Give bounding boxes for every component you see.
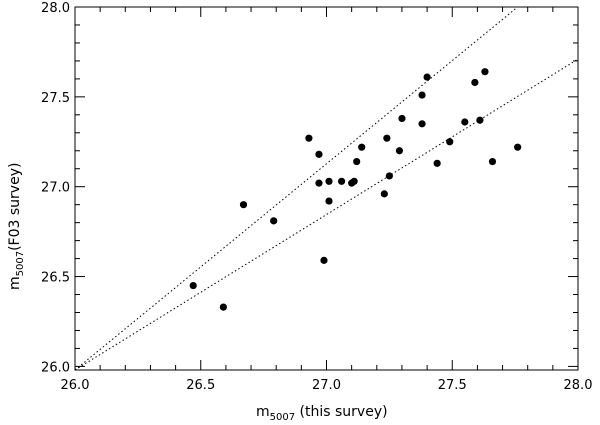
reference-line-1 — [74, 6, 518, 371]
x-tick-label: 27.0 — [312, 378, 341, 393]
plot-frame — [74, 6, 579, 371]
data-point — [418, 91, 426, 99]
data-point — [385, 172, 393, 180]
data-point — [481, 68, 489, 76]
data-point — [423, 73, 431, 81]
data-point — [380, 190, 388, 198]
tick-marks — [74, 6, 579, 370]
data-point — [418, 120, 426, 128]
data-point — [189, 281, 197, 290]
data-point — [395, 147, 404, 155]
data-point — [325, 197, 333, 205]
reference-lines — [74, 6, 579, 371]
data-point — [446, 138, 454, 146]
data-point — [305, 134, 313, 142]
data-points — [189, 68, 522, 311]
data-point — [315, 150, 323, 158]
x-tick-label: 28.0 — [564, 378, 593, 393]
y-tick-label: 27.5 — [41, 91, 70, 106]
tick-labels: 26.0 26.5 27.0 27.5 28.0 26.0 26.5 27.0 27.5 28.0 — [41, 1, 592, 393]
data-point — [320, 256, 328, 264]
data-point — [315, 179, 323, 187]
x-axis-label: m5007 (this survey) — [256, 404, 388, 423]
data-point — [270, 217, 278, 225]
y-axis-label: m5007(F03 survey) — [7, 163, 26, 290]
data-point — [219, 303, 227, 311]
data-point — [398, 114, 406, 123]
x-tick-label: 26.0 — [61, 378, 90, 393]
data-point — [337, 177, 346, 185]
data-point — [353, 157, 361, 166]
y-tick-label: 26.5 — [41, 271, 70, 286]
data-point — [476, 116, 484, 124]
data-point — [461, 118, 469, 126]
data-point — [383, 134, 391, 142]
y-tick-label: 27.0 — [41, 181, 70, 196]
reference-line-2 — [74, 58, 579, 371]
data-point — [471, 78, 479, 87]
y-tick-label: 28.0 — [41, 1, 70, 16]
x-tick-label: 27.5 — [438, 378, 467, 393]
data-point — [350, 177, 358, 185]
data-point — [325, 177, 333, 185]
x-tick-label: 26.5 — [186, 378, 215, 393]
data-point — [358, 143, 366, 151]
data-point — [488, 157, 497, 166]
data-point — [433, 159, 441, 167]
y-tick-label: 26.0 — [41, 360, 70, 375]
data-point — [239, 201, 248, 209]
data-point — [514, 143, 522, 151]
